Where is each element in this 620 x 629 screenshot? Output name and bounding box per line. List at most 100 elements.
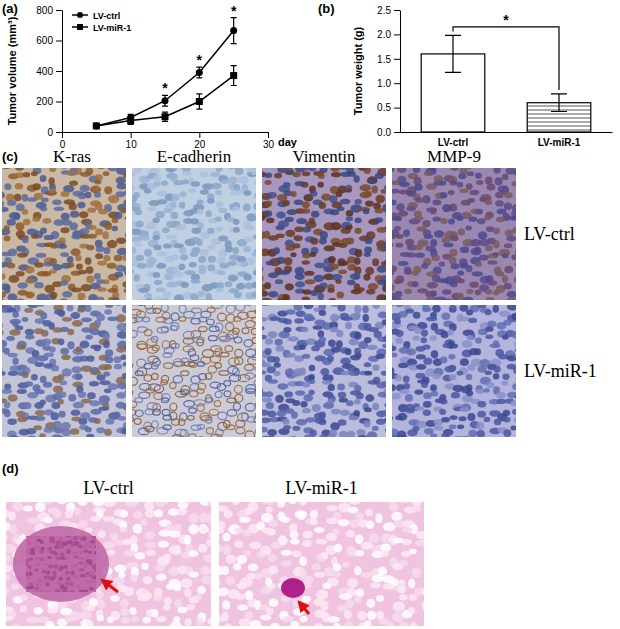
y-axis-tick: 400 — [36, 66, 62, 77]
tissue-cell — [484, 309, 491, 315]
tissue-cell — [211, 183, 222, 189]
tissue-cell — [134, 418, 141, 424]
y-axis-tick: 1.0 — [377, 78, 400, 89]
x-axis-tick-label: 30 — [263, 139, 275, 150]
tissue-cell — [49, 168, 56, 172]
tissue-cell — [512, 409, 516, 415]
tissue-cell — [483, 388, 489, 392]
tissue-cell — [377, 280, 386, 285]
tissue-cell — [283, 270, 290, 275]
tissue-cell — [132, 363, 133, 368]
y-axis-tick: 600 — [36, 35, 62, 46]
tissue-cell — [197, 404, 204, 412]
tissue-cell — [371, 186, 377, 194]
tissue-cell — [103, 340, 110, 348]
x-axis-tick-mark — [62, 132, 63, 138]
tissue-cell — [254, 180, 256, 185]
tissue-cell — [367, 431, 377, 437]
tissue-cell — [215, 216, 222, 221]
tissue-cell — [207, 245, 215, 251]
error-bar — [162, 95, 168, 106]
tissue-cell — [339, 431, 348, 437]
tissue-cell — [208, 336, 217, 341]
tissue-cell — [210, 356, 220, 363]
tissue-cell — [423, 401, 432, 408]
tissue-cell — [319, 411, 326, 418]
tissue-cell — [357, 429, 366, 436]
tissue-cell — [77, 308, 85, 313]
tissue-cell — [430, 384, 437, 391]
tissue-cell — [224, 420, 231, 427]
tissue-cell — [40, 312, 47, 319]
significance-bracket — [453, 27, 559, 90]
tissue-cell — [53, 510, 61, 519]
tissue-cell — [319, 419, 327, 425]
tissue-cell — [465, 225, 471, 230]
tissue-cell — [487, 280, 497, 286]
tissue-cell — [120, 510, 128, 518]
tissue-cell — [225, 281, 232, 287]
tissue-cell — [468, 318, 477, 323]
tissue-cell — [274, 173, 282, 179]
tissue-cell — [406, 408, 415, 413]
tissue-cell — [293, 172, 301, 177]
tissue-cell — [476, 389, 484, 394]
tissue-cell — [122, 282, 126, 288]
tissue-cell — [338, 419, 346, 426]
tissue-cell — [191, 228, 201, 234]
tissue-cell — [132, 390, 133, 395]
x-axis-tick-label: LV-miR-1 — [538, 137, 581, 148]
tissue-cell — [479, 254, 489, 260]
tissue-cell — [103, 371, 110, 376]
tissue-cell — [254, 380, 256, 385]
tissue-cell — [262, 317, 267, 322]
tissue-cell — [206, 417, 212, 423]
tissue-cell — [33, 425, 42, 430]
tissue-cell — [95, 229, 103, 236]
tissue-cell — [513, 367, 516, 374]
tissue-cell — [355, 199, 362, 204]
tissue-cell — [189, 362, 197, 367]
tissue-cell — [42, 218, 51, 224]
tissue-cell — [197, 209, 204, 215]
tissue-cell — [413, 312, 421, 319]
tissue-cell — [180, 254, 188, 260]
micrograph-background — [262, 168, 386, 300]
data-point — [230, 72, 237, 79]
tissue-cell — [188, 416, 195, 421]
tissue-cell — [294, 318, 304, 324]
tissue-cell — [104, 364, 112, 370]
tissue-cell — [2, 371, 6, 376]
tissue-cell — [59, 391, 67, 397]
tissue-cell — [265, 338, 273, 345]
tissue-cell — [125, 502, 138, 507]
tissue-cell — [58, 238, 65, 245]
tissue-cell — [512, 170, 516, 175]
tissue-cell — [457, 425, 464, 430]
tissue-cell — [67, 329, 74, 335]
tissue-cell — [268, 272, 278, 278]
tissue-cell — [252, 252, 256, 257]
micrograph — [262, 305, 386, 437]
tissue-cell — [372, 258, 379, 266]
tissue-cell — [140, 519, 147, 526]
tissue-cell — [144, 502, 154, 511]
tissue-cell — [439, 180, 446, 185]
tissue-cell — [162, 409, 170, 415]
tissue-cell — [305, 417, 316, 423]
tissue-cell — [162, 298, 170, 300]
tissue-cell — [493, 228, 500, 234]
tissue-cell — [347, 431, 355, 437]
tissue-cell — [23, 402, 31, 409]
tissue-cell — [2, 389, 12, 394]
tissue-cell — [75, 346, 81, 352]
tissue-cell — [234, 291, 242, 298]
tissue-cell — [515, 375, 516, 382]
y-axis-tick: 800 — [36, 5, 62, 16]
tissue-cell — [244, 236, 253, 242]
tissue-cell — [36, 253, 47, 258]
tissue-cell — [25, 329, 34, 335]
tissue-cell — [363, 314, 369, 322]
tissue-cell — [49, 269, 56, 274]
tissue-cell — [330, 314, 339, 322]
